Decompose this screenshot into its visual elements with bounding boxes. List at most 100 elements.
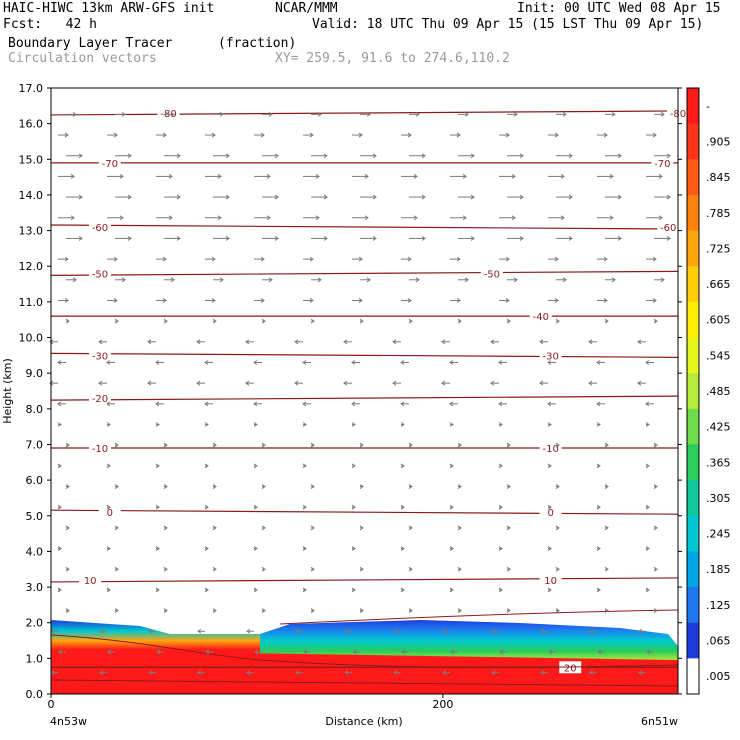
x-tick-label: 200 — [432, 698, 453, 711]
vector-arrowhead — [106, 546, 111, 551]
colorbar-segment — [687, 622, 699, 659]
vector-arrowhead — [57, 587, 62, 593]
vector-arrowhead — [505, 256, 510, 262]
contour-label-bg — [157, 106, 180, 119]
vector-arrowhead — [653, 525, 658, 531]
vector-arrowhead — [147, 339, 152, 345]
vector-arrowhead — [555, 484, 560, 489]
vector-arrowhead — [106, 504, 111, 510]
colorbar-label: .785 — [706, 207, 731, 220]
vector-arrowhead — [666, 194, 671, 200]
vector-arrowhead — [400, 504, 405, 510]
vector-arrowhead — [163, 608, 168, 614]
vector-arrowhead — [560, 173, 565, 179]
vector-arrowhead — [302, 587, 307, 593]
vector-arrowhead — [539, 380, 544, 386]
vector-arrowhead — [323, 153, 328, 159]
vector-arrowhead — [204, 463, 209, 469]
vector-arrowhead — [457, 318, 462, 324]
vector-arrowhead — [506, 525, 511, 531]
contour-label: -30 — [92, 351, 108, 362]
vector-arrowhead — [114, 442, 119, 448]
vector-arrowhead — [98, 380, 103, 386]
colorbar-label: .005 — [706, 670, 731, 683]
vector-arrowhead — [78, 236, 83, 241]
vector-arrowhead — [261, 608, 266, 614]
vector-arrowhead — [660, 111, 665, 117]
vector-arrowhead — [343, 339, 348, 345]
colorbar-segment — [687, 230, 699, 267]
vector-arrowhead — [359, 608, 364, 614]
vector-arrowhead — [212, 608, 217, 614]
vector-arrowhead — [204, 546, 209, 551]
vector-arrowhead — [555, 318, 560, 324]
vector-arrowhead — [147, 380, 152, 386]
contour-label: -70 — [102, 159, 118, 170]
vector-arrowhead — [212, 442, 217, 448]
contour-label-bg — [88, 221, 111, 234]
vector-arrowhead — [408, 566, 413, 572]
colorbar-label: .545 — [706, 349, 731, 362]
contour-label: -60 — [660, 223, 676, 234]
vector-arrowhead — [219, 111, 224, 117]
vector-arrowhead — [637, 339, 642, 345]
vector-arrowhead — [401, 649, 406, 655]
vector-arrowhead — [519, 153, 524, 159]
vector-arrowhead — [617, 194, 622, 200]
vector-arrowhead — [604, 442, 609, 448]
vector-arrowhead — [366, 277, 371, 283]
colorbar-segment — [687, 551, 699, 588]
vector-arrowhead — [638, 670, 643, 676]
vector-arrowhead — [400, 401, 405, 407]
vector-arrowhead — [309, 132, 314, 138]
vector-arrowhead — [99, 628, 104, 634]
vector-arrowhead — [127, 194, 132, 200]
contour-label-bg — [98, 156, 121, 169]
temperature-contours: -80 -80-70 -70-60 -60-50 -50-40-30 -30-20-10-… — [50, 106, 689, 687]
vector-arrowhead — [408, 484, 413, 489]
vector-arrowhead — [359, 442, 364, 448]
y-tick-label: 9.0 — [26, 367, 44, 380]
vector-arrowhead — [176, 236, 181, 241]
vector-arrowhead — [470, 194, 475, 200]
vector-arrowhead — [441, 339, 446, 345]
vector-arrowhead — [653, 608, 658, 614]
vector-arrowhead — [393, 628, 398, 634]
vector-arrowhead — [351, 422, 356, 427]
vector-arrowhead — [343, 380, 348, 386]
contour-label-bg — [651, 156, 674, 169]
vector-arrowhead — [645, 360, 650, 365]
vector-arrowhead — [407, 256, 412, 262]
vector-arrowhead — [170, 111, 175, 117]
contour-label: -10 — [542, 444, 558, 455]
vector-arrowhead — [555, 608, 560, 614]
vector-arrowhead — [498, 504, 503, 510]
vector-arrowhead — [372, 153, 377, 159]
vector-arrowhead — [155, 401, 160, 407]
vector-arrowhead — [400, 360, 405, 365]
vector-arrowhead — [294, 339, 299, 345]
vector-arrowhead — [155, 422, 160, 427]
vector-arrowhead — [596, 504, 601, 510]
vector-arrowhead — [225, 194, 230, 200]
vector-arrowhead — [217, 215, 222, 221]
temperature-contour-line — [279, 609, 679, 625]
vector-arrowhead — [604, 318, 609, 324]
vector-arrowhead — [513, 111, 518, 117]
colorbar-label: - — [706, 100, 710, 113]
y-tick-label: 1.0 — [26, 652, 44, 665]
vector-arrowhead — [253, 546, 258, 551]
vector-arrowhead — [211, 256, 216, 262]
vector-arrowhead — [351, 360, 356, 365]
vector-arrowhead — [603, 298, 608, 303]
vector-arrowhead — [310, 484, 315, 489]
contour-label: 10 — [544, 576, 557, 587]
vector-arrowhead — [155, 463, 160, 469]
vector-arrowhead — [170, 277, 175, 283]
circulation-vectors — [49, 111, 671, 676]
vector-arrowhead — [197, 628, 202, 634]
y-tick-label: 13.0 — [19, 225, 44, 238]
vector-arrowhead — [498, 401, 503, 407]
contour-label: -50 — [92, 269, 108, 280]
vector-arrowhead — [315, 215, 320, 221]
